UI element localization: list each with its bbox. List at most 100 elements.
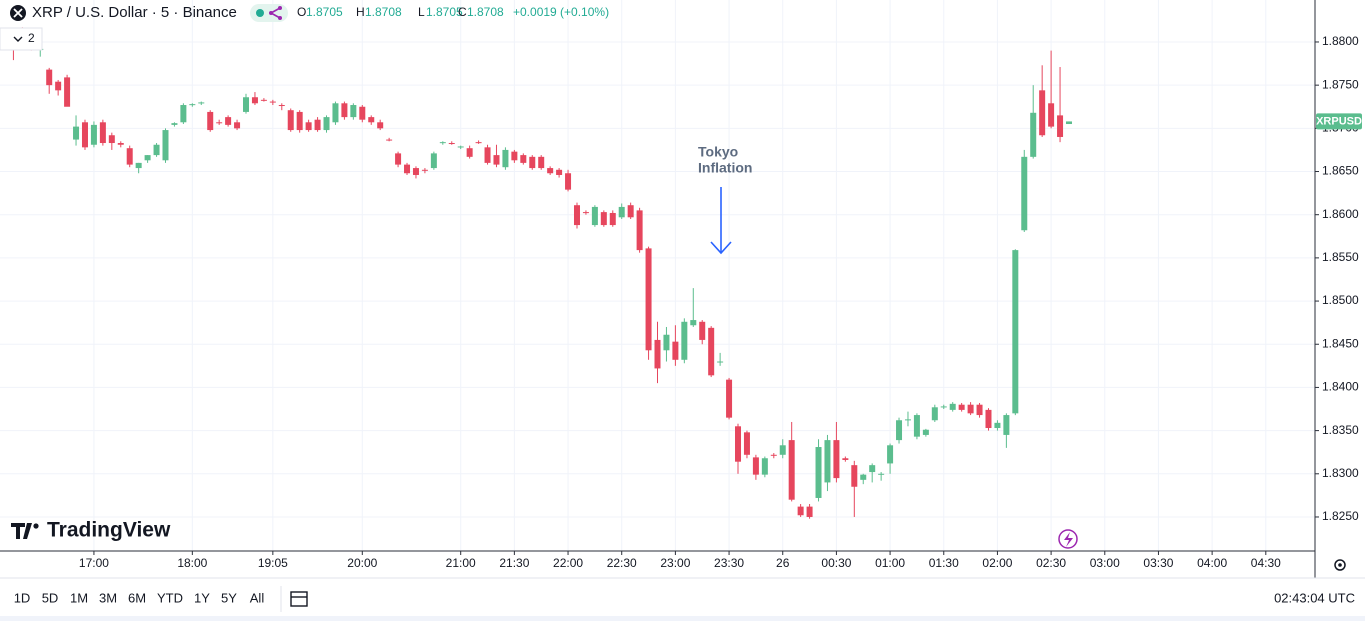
candle-body — [260, 99, 267, 101]
candle-body — [1065, 121, 1072, 125]
candle-body — [949, 403, 956, 410]
y-tick-label: 1.8650 — [1322, 164, 1359, 178]
settings-icon-center — [1338, 563, 1342, 567]
range-button[interactable]: 5Y — [221, 590, 237, 605]
annotation-text: Inflation — [698, 160, 752, 176]
candle-body — [368, 117, 375, 123]
candle-body — [591, 206, 598, 226]
x-tick-label: 23:00 — [660, 556, 690, 570]
y-tick-label: 1.8450 — [1322, 336, 1359, 350]
candle-body — [1003, 415, 1010, 435]
candle-body — [386, 139, 393, 141]
candle-body — [681, 321, 688, 360]
x-tick-label: 26 — [776, 556, 790, 570]
candle-body — [627, 205, 634, 218]
x-tick-label: 17:00 — [79, 556, 109, 570]
x-tick-label: 22:00 — [553, 556, 583, 570]
candle-body — [600, 212, 607, 226]
candle-body — [1039, 90, 1046, 136]
candle-body — [234, 122, 241, 129]
candle-body — [189, 104, 196, 106]
y-tick-label: 1.8750 — [1322, 77, 1359, 91]
candle-body — [225, 117, 232, 125]
x-tick-label: 04:30 — [1251, 556, 1281, 570]
range-button[interactable]: All — [250, 590, 265, 605]
candle-body — [278, 105, 285, 107]
alert-icon[interactable] — [1058, 529, 1078, 549]
candle-body — [180, 105, 187, 123]
candle-body — [565, 173, 572, 190]
brand-icon — [11, 523, 32, 539]
candle-body — [135, 162, 142, 169]
ohlc-label: H — [356, 5, 365, 19]
badge-count: 2 — [28, 31, 35, 45]
price-label: XRPUSD — [1316, 115, 1362, 127]
y-tick-label: 1.8600 — [1322, 207, 1359, 221]
annotation-text: Tokyo — [698, 144, 738, 160]
candle-body — [341, 103, 348, 118]
candle-body — [985, 409, 992, 429]
x-tick-label: 00:30 — [821, 556, 851, 570]
candle-body — [904, 419, 911, 421]
candle-body — [99, 122, 106, 144]
candle-body — [153, 144, 160, 156]
candle-body — [788, 440, 795, 500]
candle-body — [672, 341, 679, 360]
x-tick-label: 01:00 — [875, 556, 905, 570]
range-button[interactable]: YTD — [157, 590, 183, 605]
candle-body — [457, 146, 464, 148]
range-button[interactable]: 6M — [128, 590, 146, 605]
candle-body — [475, 142, 482, 144]
ohlc-label: O — [297, 5, 306, 19]
range-button[interactable]: 1M — [70, 590, 88, 605]
range-button[interactable]: 3M — [99, 590, 117, 605]
candle-body — [511, 151, 518, 161]
settings-icon[interactable] — [1334, 559, 1346, 571]
ohlc-label: L — [418, 5, 425, 19]
y-tick-label: 1.8250 — [1322, 509, 1359, 523]
candle-body — [726, 379, 733, 418]
ohlc-value: 1.8708 — [365, 5, 402, 19]
toolbar: 1D 5D 1M 3M 6M YTD 1Y 5Y All — [14, 590, 265, 605]
brand: TradingView — [47, 519, 171, 542]
share-icon-dot — [269, 11, 273, 15]
candle-body — [243, 97, 250, 112]
candle-body — [117, 143, 124, 145]
goto-date-icon[interactable] — [290, 591, 308, 607]
y-tick-label: 1.8350 — [1322, 423, 1359, 437]
share-icon-dot — [278, 16, 282, 20]
x-tick-label: 23:30 — [714, 556, 744, 570]
candle-body — [994, 422, 1001, 429]
candle-body — [1057, 115, 1064, 137]
candle-body — [663, 334, 670, 351]
y-tick-label: 1.8800 — [1322, 34, 1359, 48]
candle-body — [395, 153, 402, 165]
y-tick-label: 1.8500 — [1322, 293, 1359, 307]
candle-body — [412, 168, 419, 175]
alert-icon-bolt — [1064, 532, 1073, 547]
candle-body — [296, 111, 303, 131]
candle-body — [717, 361, 724, 363]
ohlc-label: C — [458, 5, 467, 19]
candle-body — [931, 407, 938, 421]
x-tick-label: 03:00 — [1090, 556, 1120, 570]
badge[interactable] — [0, 27, 43, 51]
candle-body — [207, 111, 214, 131]
symbol-icon-mark — [13, 8, 23, 18]
candle-body — [350, 105, 357, 118]
change: +0.0019 (+0.10%) — [513, 5, 609, 19]
annotation-arrowhead — [710, 241, 732, 255]
candle-body — [690, 320, 697, 326]
clock: 02:43:04 UTC — [1274, 590, 1355, 605]
candle-body — [913, 415, 920, 437]
ohlc-value: 1.8708 — [467, 5, 504, 19]
candle-body — [251, 97, 258, 104]
share-icon-dot — [278, 6, 282, 10]
range-button[interactable]: 5D — [42, 590, 59, 605]
range-button[interactable]: 1Y — [194, 590, 210, 605]
candle-body — [752, 457, 759, 475]
range-button[interactable]: 1D — [14, 590, 31, 605]
candle-body — [582, 212, 589, 214]
candle-body — [421, 169, 428, 171]
